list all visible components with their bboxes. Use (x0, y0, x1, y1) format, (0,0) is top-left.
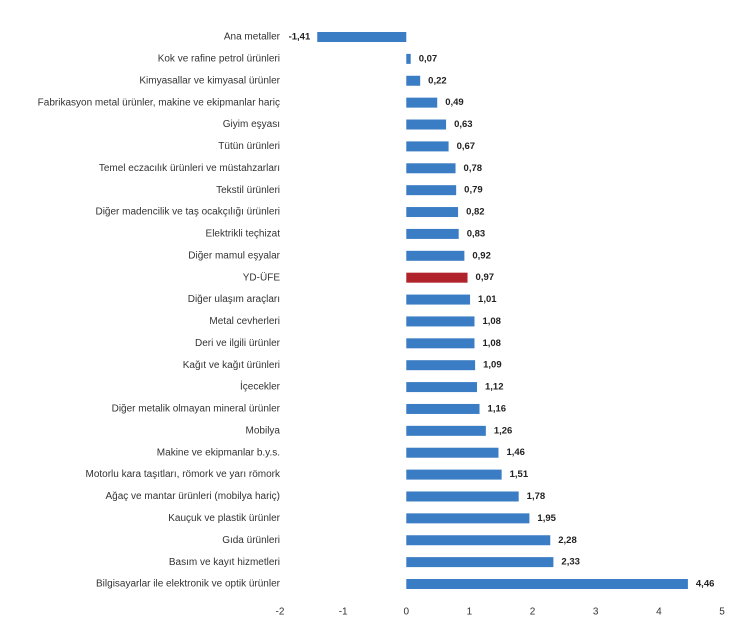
bar (406, 141, 449, 152)
y-tick-label: Makine ve ekipmanlar b.y.s. (157, 447, 280, 458)
y-tick-label: Basım ve kayıt hizmetleri (169, 557, 280, 568)
value-label: 1,26 (494, 425, 513, 436)
value-label: 4,46 (696, 579, 715, 590)
value-label: -1,41 (289, 32, 311, 43)
bar (406, 316, 475, 327)
y-tick-label: Kok ve rafine petrol ürünleri (158, 54, 280, 65)
y-tick-label: YD-ÜFE (243, 271, 281, 283)
value-label: 1,08 (482, 338, 501, 349)
bar (406, 469, 502, 480)
value-label: 0,63 (454, 119, 473, 130)
bar (406, 382, 478, 393)
bar (406, 228, 459, 239)
y-tick-label: Mobilya (246, 425, 281, 436)
bar (406, 294, 471, 305)
x-tick-label: 4 (656, 607, 662, 618)
y-tick-label: Tütün ürünleri (218, 141, 280, 152)
bar (406, 119, 447, 130)
y-tick-label: Elektrikli teçhizat (206, 229, 281, 240)
value-label: 1,51 (510, 469, 529, 480)
y-tick-label: Giyim eşyası (223, 119, 280, 130)
x-tick-label: 2 (530, 607, 536, 618)
value-label: 0,49 (445, 97, 464, 108)
value-label: 2,28 (558, 535, 577, 546)
bar (317, 32, 407, 42)
x-tick-label: 5 (719, 607, 725, 618)
y-tick-label: Tekstil ürünleri (216, 185, 280, 196)
bar (406, 579, 688, 589)
y-tick-label: Diğer mamul eşyalar (188, 250, 280, 261)
value-label: 0,78 (464, 163, 483, 174)
bar (406, 447, 499, 458)
value-label: 0,97 (476, 272, 495, 283)
value-label: 0,83 (467, 228, 486, 239)
bar (406, 535, 551, 546)
value-label: 0,22 (428, 75, 447, 86)
value-label: 1,09 (483, 360, 502, 371)
value-label: 1,12 (485, 382, 504, 393)
y-tick-label: Diğer madencilik ve taş ocakçılığı ürünl… (95, 207, 280, 218)
value-label: 0,79 (464, 185, 483, 196)
y-tick-label: Motorlu kara taşıtları, römork ve yarı r… (86, 469, 281, 480)
value-label: 0,07 (419, 53, 438, 64)
value-label: 1,78 (527, 491, 546, 502)
value-label: 1,01 (478, 294, 497, 305)
value-label: 0,92 (472, 250, 491, 261)
y-tick-label: Temel eczacılık ürünleri ve müstahzarlar… (99, 163, 280, 174)
x-tick-label: 0 (404, 607, 410, 618)
bar (406, 53, 411, 64)
value-label: 1,08 (482, 316, 501, 327)
bar (406, 513, 530, 524)
x-tick-label: 3 (593, 607, 599, 618)
value-label: 0,82 (466, 207, 485, 218)
value-label: 1,46 (506, 447, 524, 458)
y-tick-label: Kağıt ve kağıt ürünleri (183, 360, 280, 371)
bar (406, 250, 465, 261)
bar (406, 425, 486, 436)
bar (406, 360, 476, 371)
bar (406, 491, 519, 502)
y-tick-label: Fabrikasyon metal ürünler, makine ve eki… (38, 97, 280, 108)
y-tick-label: Kauçuk ve plastik ürünler (168, 513, 280, 524)
value-label: 2,33 (561, 557, 580, 568)
bar (406, 557, 554, 568)
y-tick-label: Ağaç ve mantar ürünleri (mobilya hariç) (105, 491, 280, 502)
y-tick-label: Gıda ürünleri (222, 535, 280, 546)
x-tick-label: -1 (339, 607, 348, 618)
value-label: 1,16 (488, 403, 507, 414)
y-tick-label: Bilgisayarlar ile elektronik ve optik ür… (96, 579, 281, 590)
y-tick-label: Ana metaller (224, 32, 281, 43)
y-tick-label: Metal cevherleri (209, 316, 280, 327)
bar (406, 163, 456, 174)
y-tick-label: Diğer ulaşım araçları (188, 294, 280, 305)
bar (406, 207, 459, 218)
bar (406, 272, 468, 283)
x-tick-label: 1 (467, 607, 473, 618)
y-tick-label: İçecekler (240, 380, 281, 393)
y-tick-label: Kimyasallar ve kimyasal ürünler (139, 75, 280, 86)
bar (406, 97, 438, 108)
value-label: 1,95 (537, 513, 556, 524)
value-label: 0,67 (457, 141, 476, 152)
bar (406, 338, 475, 349)
y-tick-label: Diğer metalik olmayan mineral ürünler (112, 404, 281, 415)
bar (406, 185, 457, 196)
bar (406, 403, 480, 414)
x-tick-label: -2 (276, 607, 285, 618)
bar (406, 75, 421, 86)
y-tick-label: Deri ve ilgili ürünler (195, 338, 281, 349)
